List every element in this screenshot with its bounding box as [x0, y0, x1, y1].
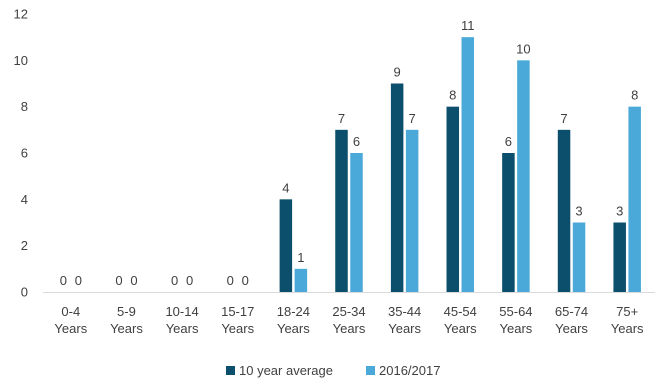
bar-season-2016-2017 [294, 268, 308, 292]
y-tick-label: 4 [21, 192, 28, 207]
legend-label: 10 year average [239, 363, 333, 378]
x-tick-label: 45-54 Years [444, 304, 478, 336]
data-label: 6 [505, 134, 512, 149]
bar-season-2016-2017 [517, 60, 530, 293]
x-tick-label: 0-4 Years [54, 304, 87, 336]
bars [279, 37, 641, 293]
y-tick-label: 8 [21, 99, 28, 114]
x-tick-label: 75+ Years [611, 304, 644, 336]
x-tick-label: 18-24 Years [277, 304, 311, 336]
x-axis: 0-4 Years 5-9 Years 10-14 Years 15-17 Years 18-2… [43, 292, 655, 336]
x-tick-label: 10-14 Years [165, 304, 199, 336]
bar-season-2016-2017 [405, 129, 419, 292]
bar-season-2016-2017 [628, 106, 641, 293]
data-label: 0 [227, 273, 234, 288]
data-label: 0 [75, 273, 82, 288]
data-label: 3 [616, 204, 623, 219]
data-label: 1 [297, 250, 304, 265]
x-tick-label: 55-64 Years [499, 304, 533, 336]
x-tick-label: 25-34 Years [332, 304, 366, 336]
y-tick-label: 0 [21, 285, 28, 300]
y-tick-label: 10 [14, 53, 28, 68]
bar-ten-year-average [335, 129, 348, 292]
x-tick-label: 15-17 Years [221, 304, 255, 336]
bar-ten-year-average [502, 153, 515, 292]
legend-label: 2016/2017 [379, 363, 440, 378]
legend-swatch [366, 366, 375, 375]
y-axis: 0 2 4 6 8 10 12 [14, 7, 28, 300]
data-label: 7 [409, 111, 416, 126]
bar-ten-year-average [279, 199, 293, 292]
x-tick-label: 65-74 Years [555, 304, 589, 336]
data-label: 6 [353, 134, 360, 149]
data-label: 8 [631, 88, 638, 103]
legend-swatch [226, 366, 235, 375]
data-label: 0 [115, 273, 122, 288]
data-label: 7 [338, 111, 345, 126]
y-tick-label: 2 [21, 238, 28, 253]
bar-season-2016-2017 [461, 37, 475, 292]
bar-ten-year-average [390, 83, 404, 292]
legend: 10 year average 2016/2017 [226, 363, 440, 378]
bar-ten-year-average [613, 222, 626, 292]
bar-ten-year-average [446, 106, 460, 293]
x-tick-label: 5-9 Years [110, 304, 143, 336]
data-label: 4 [282, 180, 289, 195]
data-label: 0 [171, 273, 178, 288]
data-label: 9 [394, 65, 401, 80]
data-label: 8 [449, 88, 456, 103]
data-label: 11 [461, 18, 475, 33]
data-label: 3 [575, 204, 582, 219]
y-tick-label: 6 [21, 146, 28, 161]
bar-season-2016-2017 [350, 153, 363, 292]
data-label: 10 [516, 41, 530, 56]
bar-ten-year-average [557, 129, 571, 292]
data-label: 0 [186, 273, 193, 288]
data-label: 0 [242, 273, 249, 288]
data-label: 0 [130, 273, 137, 288]
bar-season-2016-2017 [572, 222, 586, 292]
y-tick-label: 12 [14, 7, 28, 22]
x-tick-label: 35-44 Years [388, 304, 422, 336]
data-label: 0 [60, 273, 67, 288]
data-label: 7 [560, 111, 567, 126]
